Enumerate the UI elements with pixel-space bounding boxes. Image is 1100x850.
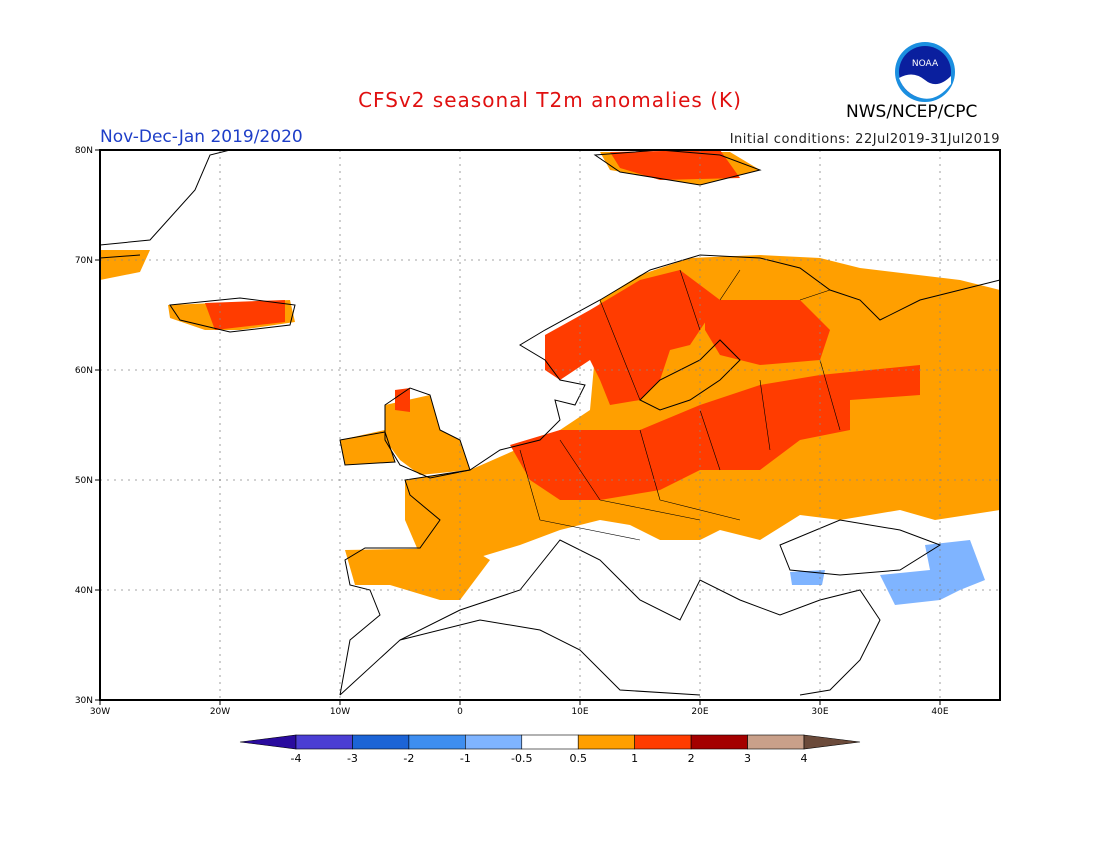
colorbar-labels: -4 -3 -2 -1 -0.5 0.5 1 2 3 4 [291,752,808,765]
colorbar-swatch [577,734,635,750]
coast-greenland [99,149,231,259]
colorbar-swatch [408,734,466,750]
lon-label: 0 [457,707,463,717]
lon-label: 30E [811,707,828,717]
coast-iceland [169,297,296,333]
anomaly-red-iceland [205,300,285,330]
lon-label: 20E [691,707,708,717]
anomaly-red-central [510,365,920,500]
anomaly-red-scandinavia [545,270,720,405]
colorbar-label: 4 [801,752,808,765]
colorbar-swatch [352,734,410,750]
colorbar-swatches [239,734,861,750]
anomaly-orange-uk [385,395,470,475]
anomaly-fill [100,150,1000,605]
coast-europe [339,254,1001,696]
anomaly-red-finland [705,300,830,365]
lat-label: 70N [75,256,93,266]
lat-label: 30N [75,696,93,706]
forecast-period: Nov-Dec-Jan 2019/2020 [100,127,303,147]
noaa-logo: NOAA [895,42,955,102]
coast-uk [384,387,471,479]
lat-label: 40N [75,586,93,596]
anomaly-orange-greenland [100,250,150,280]
colorbar-label: 1 [631,752,638,765]
lon-label: 10E [571,707,588,717]
latitude-labels: 80N 70N 60N 50N 40N 30N [75,146,93,706]
lon-label: 40E [931,707,948,717]
lat-label: 80N [75,146,93,156]
coastlines [99,149,1001,696]
colorbar-label: 0.5 [569,752,587,765]
lon-label: 10W [330,707,350,717]
coast-black-sea [779,519,942,576]
country-borders [519,269,841,541]
colorbar-label: -4 [291,752,302,765]
colorbar-label: -0.5 [511,752,532,765]
map-title: CFSv2 seasonal T2m anomalies (K) [358,88,742,112]
map-frame [99,149,1001,701]
lat-label: 50N [75,476,93,486]
colorbar-arrow-low [239,734,297,750]
agency-label: NWS/NCEP/CPC [846,102,978,122]
axis-ticks [95,149,941,705]
colorbar-label: -3 [347,752,358,765]
gridlines [100,150,1000,700]
anomaly-blue-turkey [790,570,825,585]
lon-label: 20W [210,707,230,717]
anomaly-blue-caucasus [880,540,985,605]
anomaly-red-scotland [395,388,410,412]
coast-mediterranean [339,539,881,696]
colorbar-swatch [465,734,523,750]
colorbar-label: -2 [403,752,414,765]
colorbar-label: -1 [460,752,471,765]
colorbar-label: 3 [744,752,751,765]
initial-conditions: Initial conditions: 22Jul2019-31Jul2019 [729,132,1000,147]
anomaly-orange-iberia [345,548,490,600]
longitude-labels: 30W 20W 10W 0 10E 20E 30E 40E [90,707,949,717]
logo-text: NOAA [912,59,939,69]
colorbar-swatch [690,734,748,750]
coast-north-africa [399,619,701,696]
colorbar-swatch [521,734,579,750]
colorbar-label: 2 [688,752,695,765]
colorbar-swatch [634,734,692,750]
anomaly-map: 80N 70N 60N 50N 40N 30N 30W 20W 10W 0 10… [75,146,1001,717]
lat-label: 60N [75,366,93,376]
anomaly-orange-ireland [340,430,395,465]
lon-label: 30W [90,707,110,717]
colorbar-swatch [295,734,353,750]
colorbar-arrow-high [803,734,861,750]
coast-ireland [339,431,396,466]
coast-baltic [639,339,741,411]
anomaly-red-svalbard [610,150,740,180]
colorbar-swatch [747,734,805,750]
